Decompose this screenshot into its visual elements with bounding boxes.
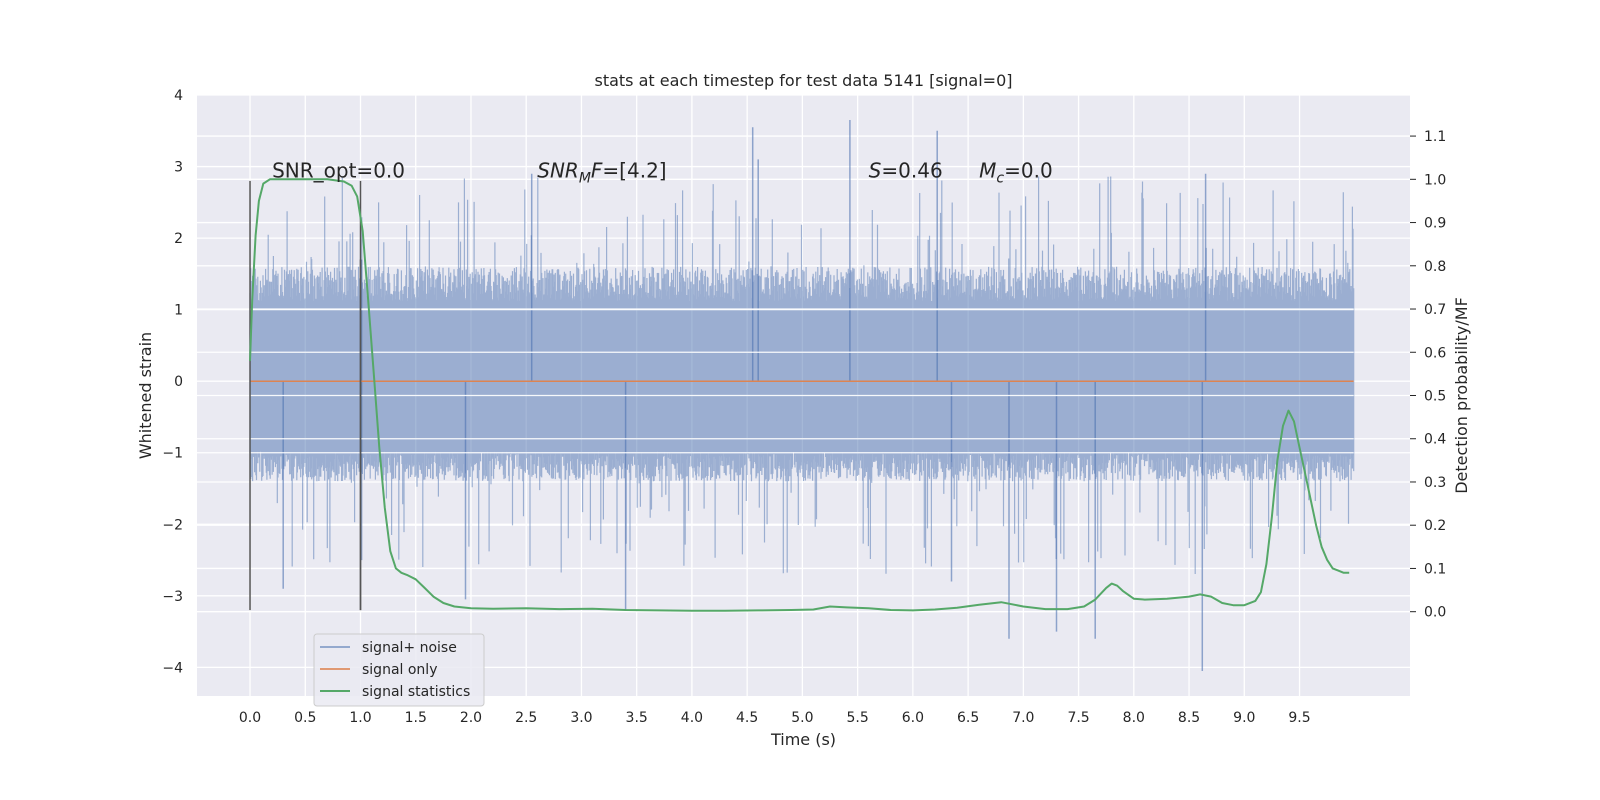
y-tick-label: −2 — [162, 517, 183, 533]
y2-axis-title: Detection probability/MF — [1452, 297, 1471, 494]
x-axis: 0.0 0.5 1.0 1.5 2.0 2.5 3.0 3.5 4.0 4.5 5.0 5.5 6.0 6… — [239, 710, 1311, 726]
x-tick-label: 4.0 — [681, 710, 703, 726]
y2-tick-label: 0.6 — [1424, 345, 1446, 361]
annotation: Mc=0.0 — [979, 158, 1053, 186]
y-axis-title: Whitened strain — [136, 332, 155, 459]
legend-label: signal only — [362, 662, 437, 678]
y2-tick-label: 1.1 — [1424, 129, 1446, 145]
vertical-markers — [249, 180, 362, 611]
y-axis-left: 4 3 2 1 0 −1 −2 −3 −4 — [162, 88, 183, 676]
annotation-tail: =[4.2] — [602, 158, 666, 182]
x-axis-title: Time (s) — [770, 730, 836, 749]
annotation-tail: =0.0 — [1004, 158, 1053, 182]
x-tick-label: 3.0 — [570, 710, 592, 726]
y2-tick-label: 0.2 — [1424, 518, 1446, 534]
x-tick-label: 9.5 — [1288, 710, 1310, 726]
y-tick-label: 4 — [174, 88, 183, 104]
x-tick-label: 5.0 — [791, 710, 813, 726]
x-tick-label: 9.0 — [1233, 710, 1255, 726]
annotation-main: S — [869, 158, 882, 182]
signal-statistics-line — [249, 178, 1350, 612]
y-tick-label: 2 — [174, 231, 183, 247]
annotations: SNR_opt=0.0 SNRMF=[4.2] S=0.46 Mc=0.0 — [272, 158, 1053, 186]
x-tick-label: 7.5 — [1067, 710, 1089, 726]
y-tick-label: 1 — [174, 303, 183, 319]
annotation-tail-italic: F — [591, 158, 603, 182]
y-tick-label: −4 — [162, 660, 183, 676]
annotation: SNR_opt=0.0 — [272, 158, 405, 182]
legend-label: signal statistics — [362, 684, 470, 700]
series-signal-noise — [249, 120, 1355, 671]
y-tick-label: −1 — [162, 446, 183, 462]
annotation-sub: M — [579, 170, 591, 186]
annotation-main: SNR_opt=0.0 — [272, 158, 405, 182]
x-tick-label: 5.5 — [846, 710, 868, 726]
y2-tick-label: 0.3 — [1424, 475, 1446, 491]
x-tick-label: 1.5 — [405, 710, 427, 726]
y-tick-label: 0 — [174, 374, 183, 390]
x-tick-label: 6.0 — [902, 710, 924, 726]
x-tick-label: 6.5 — [957, 710, 979, 726]
x-tick-label: 2.0 — [460, 710, 482, 726]
y2-tick-label: 0.1 — [1424, 561, 1446, 577]
y2-tick-label: 1.0 — [1424, 172, 1446, 188]
x-tick-label: 3.5 — [626, 710, 648, 726]
x-tick-label: 8.0 — [1123, 710, 1145, 726]
y2-tick-label: 0.0 — [1424, 605, 1446, 621]
y2-tick-label: 0.9 — [1424, 216, 1446, 232]
y-tick-label: 3 — [174, 160, 183, 176]
x-tick-label: 0.0 — [239, 710, 261, 726]
annotation-tail: =0.46 — [881, 158, 942, 182]
x-tick-label: 4.5 — [736, 710, 758, 726]
y2-tick-label: 0.8 — [1424, 259, 1446, 275]
series-signal-statistics — [249, 178, 1350, 612]
x-tick-label: 8.5 — [1178, 710, 1200, 726]
y2-tick-label: 0.5 — [1424, 389, 1446, 405]
y-tick-label: −3 — [162, 589, 183, 605]
y2-tick-label: 0.7 — [1424, 302, 1446, 318]
y-axis-right: 1.1 1.0 0.9 0.8 0.7 0.6 0.5 0.4 0.3 0.2 0.1 0.0 — [1410, 129, 1446, 621]
annotation-main: SNR — [537, 158, 579, 182]
annotation: S=0.46 — [869, 158, 943, 182]
x-tick-label: 2.5 — [515, 710, 537, 726]
legend-label: signal+ noise — [362, 640, 457, 656]
legend-box — [313, 633, 485, 707]
annotation-sub: c — [996, 170, 1004, 186]
noise-spikes — [282, 120, 1207, 671]
chart-title: stats at each timestep for test data 514… — [594, 71, 1012, 90]
annotation-main: M — [979, 158, 996, 182]
legend: signal+ noise signal only signal statistic… — [313, 633, 485, 707]
x-tick-label: 1.0 — [349, 710, 371, 726]
y2-tick-label: 0.4 — [1424, 432, 1446, 448]
x-tick-label: 0.5 — [294, 710, 316, 726]
annotation: SNRMF=[4.2] — [537, 158, 666, 186]
x-tick-label: 7.0 — [1012, 710, 1034, 726]
